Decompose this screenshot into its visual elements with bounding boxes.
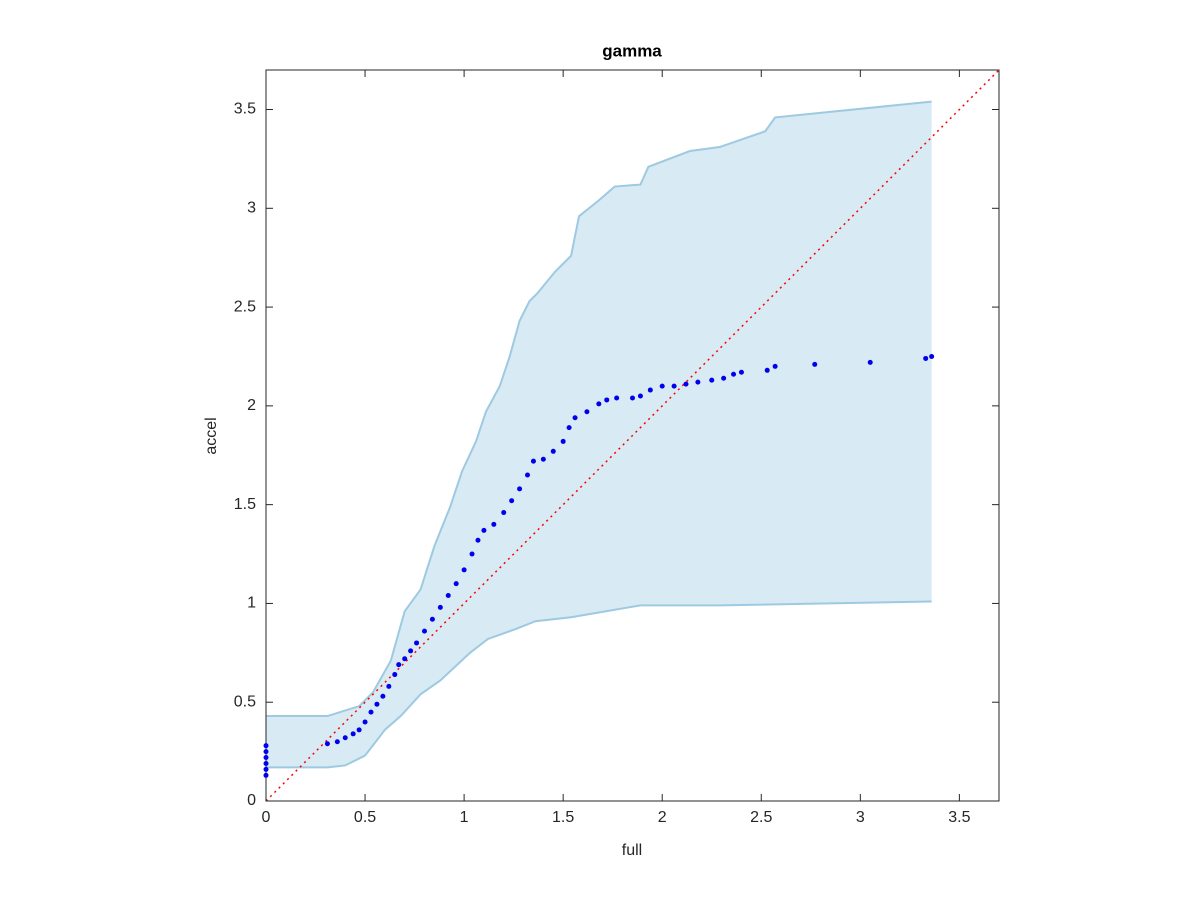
point [445, 593, 451, 599]
point [812, 361, 818, 367]
point [421, 628, 427, 634]
point [683, 381, 689, 387]
point [437, 604, 443, 610]
point [475, 537, 481, 543]
point [408, 648, 414, 654]
x-axis-label: full [622, 842, 642, 859]
point [356, 727, 362, 733]
point [764, 367, 770, 373]
point [530, 458, 536, 464]
point [671, 383, 677, 389]
point [867, 359, 873, 365]
point [461, 567, 467, 573]
point [630, 395, 635, 401]
point [263, 749, 269, 755]
point [491, 521, 497, 527]
band-lower [266, 600, 932, 769]
point [596, 401, 602, 407]
point [560, 438, 566, 444]
point [584, 409, 590, 415]
chart-title: gamma [602, 41, 662, 60]
x-tick-label: 1.5 [552, 809, 574, 826]
x-tick-label: 0 [262, 809, 271, 826]
point [402, 656, 408, 662]
y-tick-label: 3.5 [234, 101, 256, 118]
point [374, 701, 380, 707]
point [263, 743, 269, 749]
point [509, 498, 515, 504]
point [501, 510, 507, 516]
point [263, 760, 269, 766]
point [659, 383, 665, 389]
point [614, 395, 620, 401]
y-axis-label: accel [203, 417, 220, 454]
point [566, 425, 572, 431]
band-area [266, 101, 932, 768]
x-tick-label: 3 [856, 809, 865, 826]
point [396, 662, 402, 668]
point [540, 456, 546, 462]
point [350, 731, 356, 737]
point [414, 640, 420, 646]
x-tick-label: 2 [658, 809, 667, 826]
point [604, 397, 610, 403]
point [380, 693, 386, 699]
point [695, 379, 701, 385]
point [637, 393, 643, 399]
point [368, 709, 374, 715]
point [453, 581, 459, 587]
point [517, 486, 523, 492]
point [647, 387, 653, 393]
y-tick-label: 1.5 [234, 496, 256, 513]
y-tick-label: 2 [247, 397, 256, 414]
point [263, 755, 269, 761]
point [923, 355, 929, 361]
point [469, 551, 475, 557]
point [709, 377, 715, 383]
point [392, 672, 398, 678]
y-tick-label: 0.5 [234, 693, 256, 710]
x-tick-label: 3.5 [948, 809, 970, 826]
axes-box [265, 69, 1000, 802]
point [772, 363, 778, 369]
point [263, 766, 269, 772]
point [550, 448, 556, 454]
point [429, 616, 435, 622]
x-tick-label: 1 [460, 809, 469, 826]
y-tick-label: 0 [247, 792, 256, 809]
point [572, 415, 578, 421]
point [334, 739, 340, 745]
band-upper [266, 100, 932, 718]
point [324, 741, 330, 747]
point [721, 375, 727, 381]
y-tick-label: 3 [247, 200, 256, 217]
point [731, 371, 737, 377]
point [929, 353, 935, 359]
point [525, 472, 531, 478]
y-tick-label: 1 [247, 595, 256, 612]
point [386, 683, 392, 689]
x-tick-label: 2.5 [750, 809, 772, 826]
reference-line [266, 70, 999, 801]
y-tick-label: 2.5 [234, 298, 256, 315]
point [342, 735, 348, 741]
point [362, 719, 368, 725]
point [481, 527, 487, 533]
x-tick-label: 0.5 [354, 809, 376, 826]
point [263, 772, 269, 778]
point [738, 369, 744, 375]
